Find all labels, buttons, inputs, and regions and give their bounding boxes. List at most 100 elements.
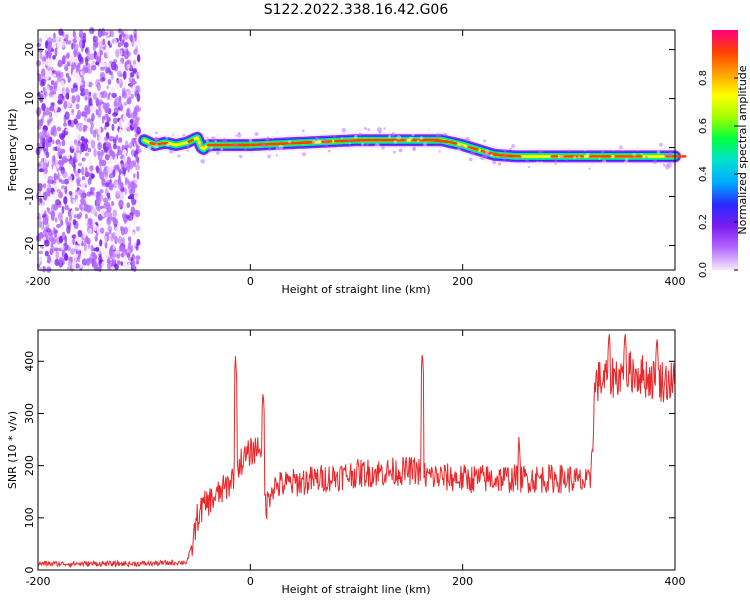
halo-speck xyxy=(301,152,307,157)
noise-blob xyxy=(90,244,94,252)
halo-speck xyxy=(588,167,591,170)
halo-speck xyxy=(656,150,661,154)
halo-speck xyxy=(214,139,217,143)
noise-blob xyxy=(94,235,98,242)
noise-blob xyxy=(131,139,137,144)
noise-blob xyxy=(57,172,60,181)
noise-blob xyxy=(58,191,64,199)
colorbar-tick-label: 0.8 xyxy=(698,70,709,86)
halo-speck xyxy=(356,128,361,134)
noise-blob xyxy=(107,62,111,67)
noise-blob xyxy=(122,149,127,156)
noise-blob xyxy=(46,232,51,241)
noise-blob xyxy=(96,93,102,98)
noise-blob xyxy=(77,162,83,167)
halo-speck xyxy=(374,143,380,149)
noise-blob xyxy=(83,112,87,122)
noise-blob xyxy=(80,136,85,142)
noise-blob xyxy=(44,250,49,257)
noise-blob xyxy=(68,160,74,165)
heatmap-plot-area xyxy=(35,27,687,274)
noise-blob xyxy=(126,202,131,209)
noise-blob xyxy=(99,263,102,268)
noise-blob xyxy=(71,42,74,50)
halo-speck xyxy=(154,144,159,149)
halo-speck xyxy=(589,162,595,167)
noise-blob xyxy=(47,254,51,264)
noise-blob xyxy=(132,68,138,74)
noise-blob xyxy=(79,263,83,269)
signal-peak xyxy=(467,145,479,151)
halo-speck xyxy=(387,129,391,133)
noise-blob xyxy=(60,166,65,171)
noise-blob xyxy=(100,58,105,67)
halo-speck xyxy=(664,145,667,148)
halo-speck xyxy=(186,144,190,148)
noise-blob xyxy=(52,191,57,201)
noise-blob xyxy=(79,92,85,97)
signal-peak xyxy=(435,138,449,143)
noise-blob xyxy=(123,42,129,48)
noise-blob xyxy=(37,182,43,192)
noise-blob xyxy=(48,111,53,118)
halo-speck xyxy=(600,149,605,154)
colorbar-tick-label: 0.4 xyxy=(698,166,709,182)
noise-blob xyxy=(52,139,55,145)
noise-blob xyxy=(97,51,101,57)
noise-blob xyxy=(88,172,94,181)
noise-blob xyxy=(58,257,64,264)
noise-blob xyxy=(81,157,86,162)
noise-blob xyxy=(123,28,129,35)
halo-speck xyxy=(408,136,414,141)
noise-blob xyxy=(102,246,105,254)
y-tick-label: 0 xyxy=(23,144,36,151)
noise-blob xyxy=(83,88,89,96)
noise-blob xyxy=(57,147,61,152)
noise-blob xyxy=(111,123,115,132)
noise-blob xyxy=(54,80,59,85)
noise-blob xyxy=(66,61,71,67)
snr-series-line xyxy=(37,334,675,569)
noise-blob xyxy=(44,239,50,247)
noise-blob xyxy=(131,39,135,47)
noise-blob xyxy=(76,152,81,162)
noise-blob xyxy=(99,189,104,194)
halo-speck xyxy=(396,135,402,140)
noise-blob xyxy=(69,175,73,182)
noise-blob xyxy=(101,76,106,81)
colorbar-gradient xyxy=(712,30,738,270)
noise-blob xyxy=(129,105,132,115)
noise-blob xyxy=(36,42,42,48)
noise-blob xyxy=(43,226,49,231)
noise-blob xyxy=(85,204,92,213)
halo-speck xyxy=(506,161,511,166)
colorbar-tick-label: 0.0 xyxy=(698,262,709,278)
noise-blob xyxy=(69,179,75,188)
noise-blob xyxy=(45,59,51,67)
noise-blob xyxy=(77,229,83,238)
noise-blob xyxy=(128,34,134,41)
halo-speck xyxy=(554,162,557,165)
noise-blob xyxy=(109,39,113,45)
noise-blob xyxy=(120,252,125,258)
signal-peak xyxy=(486,151,502,157)
noise-blob xyxy=(64,185,68,195)
noise-blob xyxy=(84,213,89,220)
halo-speck xyxy=(361,142,365,146)
signal-peak xyxy=(155,141,164,146)
halo-speck xyxy=(565,158,568,162)
noise-blob xyxy=(42,147,47,152)
noise-blob xyxy=(41,103,46,112)
noise-blob xyxy=(62,90,67,96)
halo-speck xyxy=(211,136,216,141)
noise-blob xyxy=(118,73,125,78)
noise-blob xyxy=(42,236,46,241)
halo-speck xyxy=(165,136,169,139)
noise-blob xyxy=(118,128,123,136)
noise-blob xyxy=(100,159,107,167)
halo-speck xyxy=(601,159,607,165)
halo-speck xyxy=(434,146,437,149)
noise-blob xyxy=(45,214,49,223)
noise-blob xyxy=(80,181,85,189)
noise-blob xyxy=(120,50,123,56)
